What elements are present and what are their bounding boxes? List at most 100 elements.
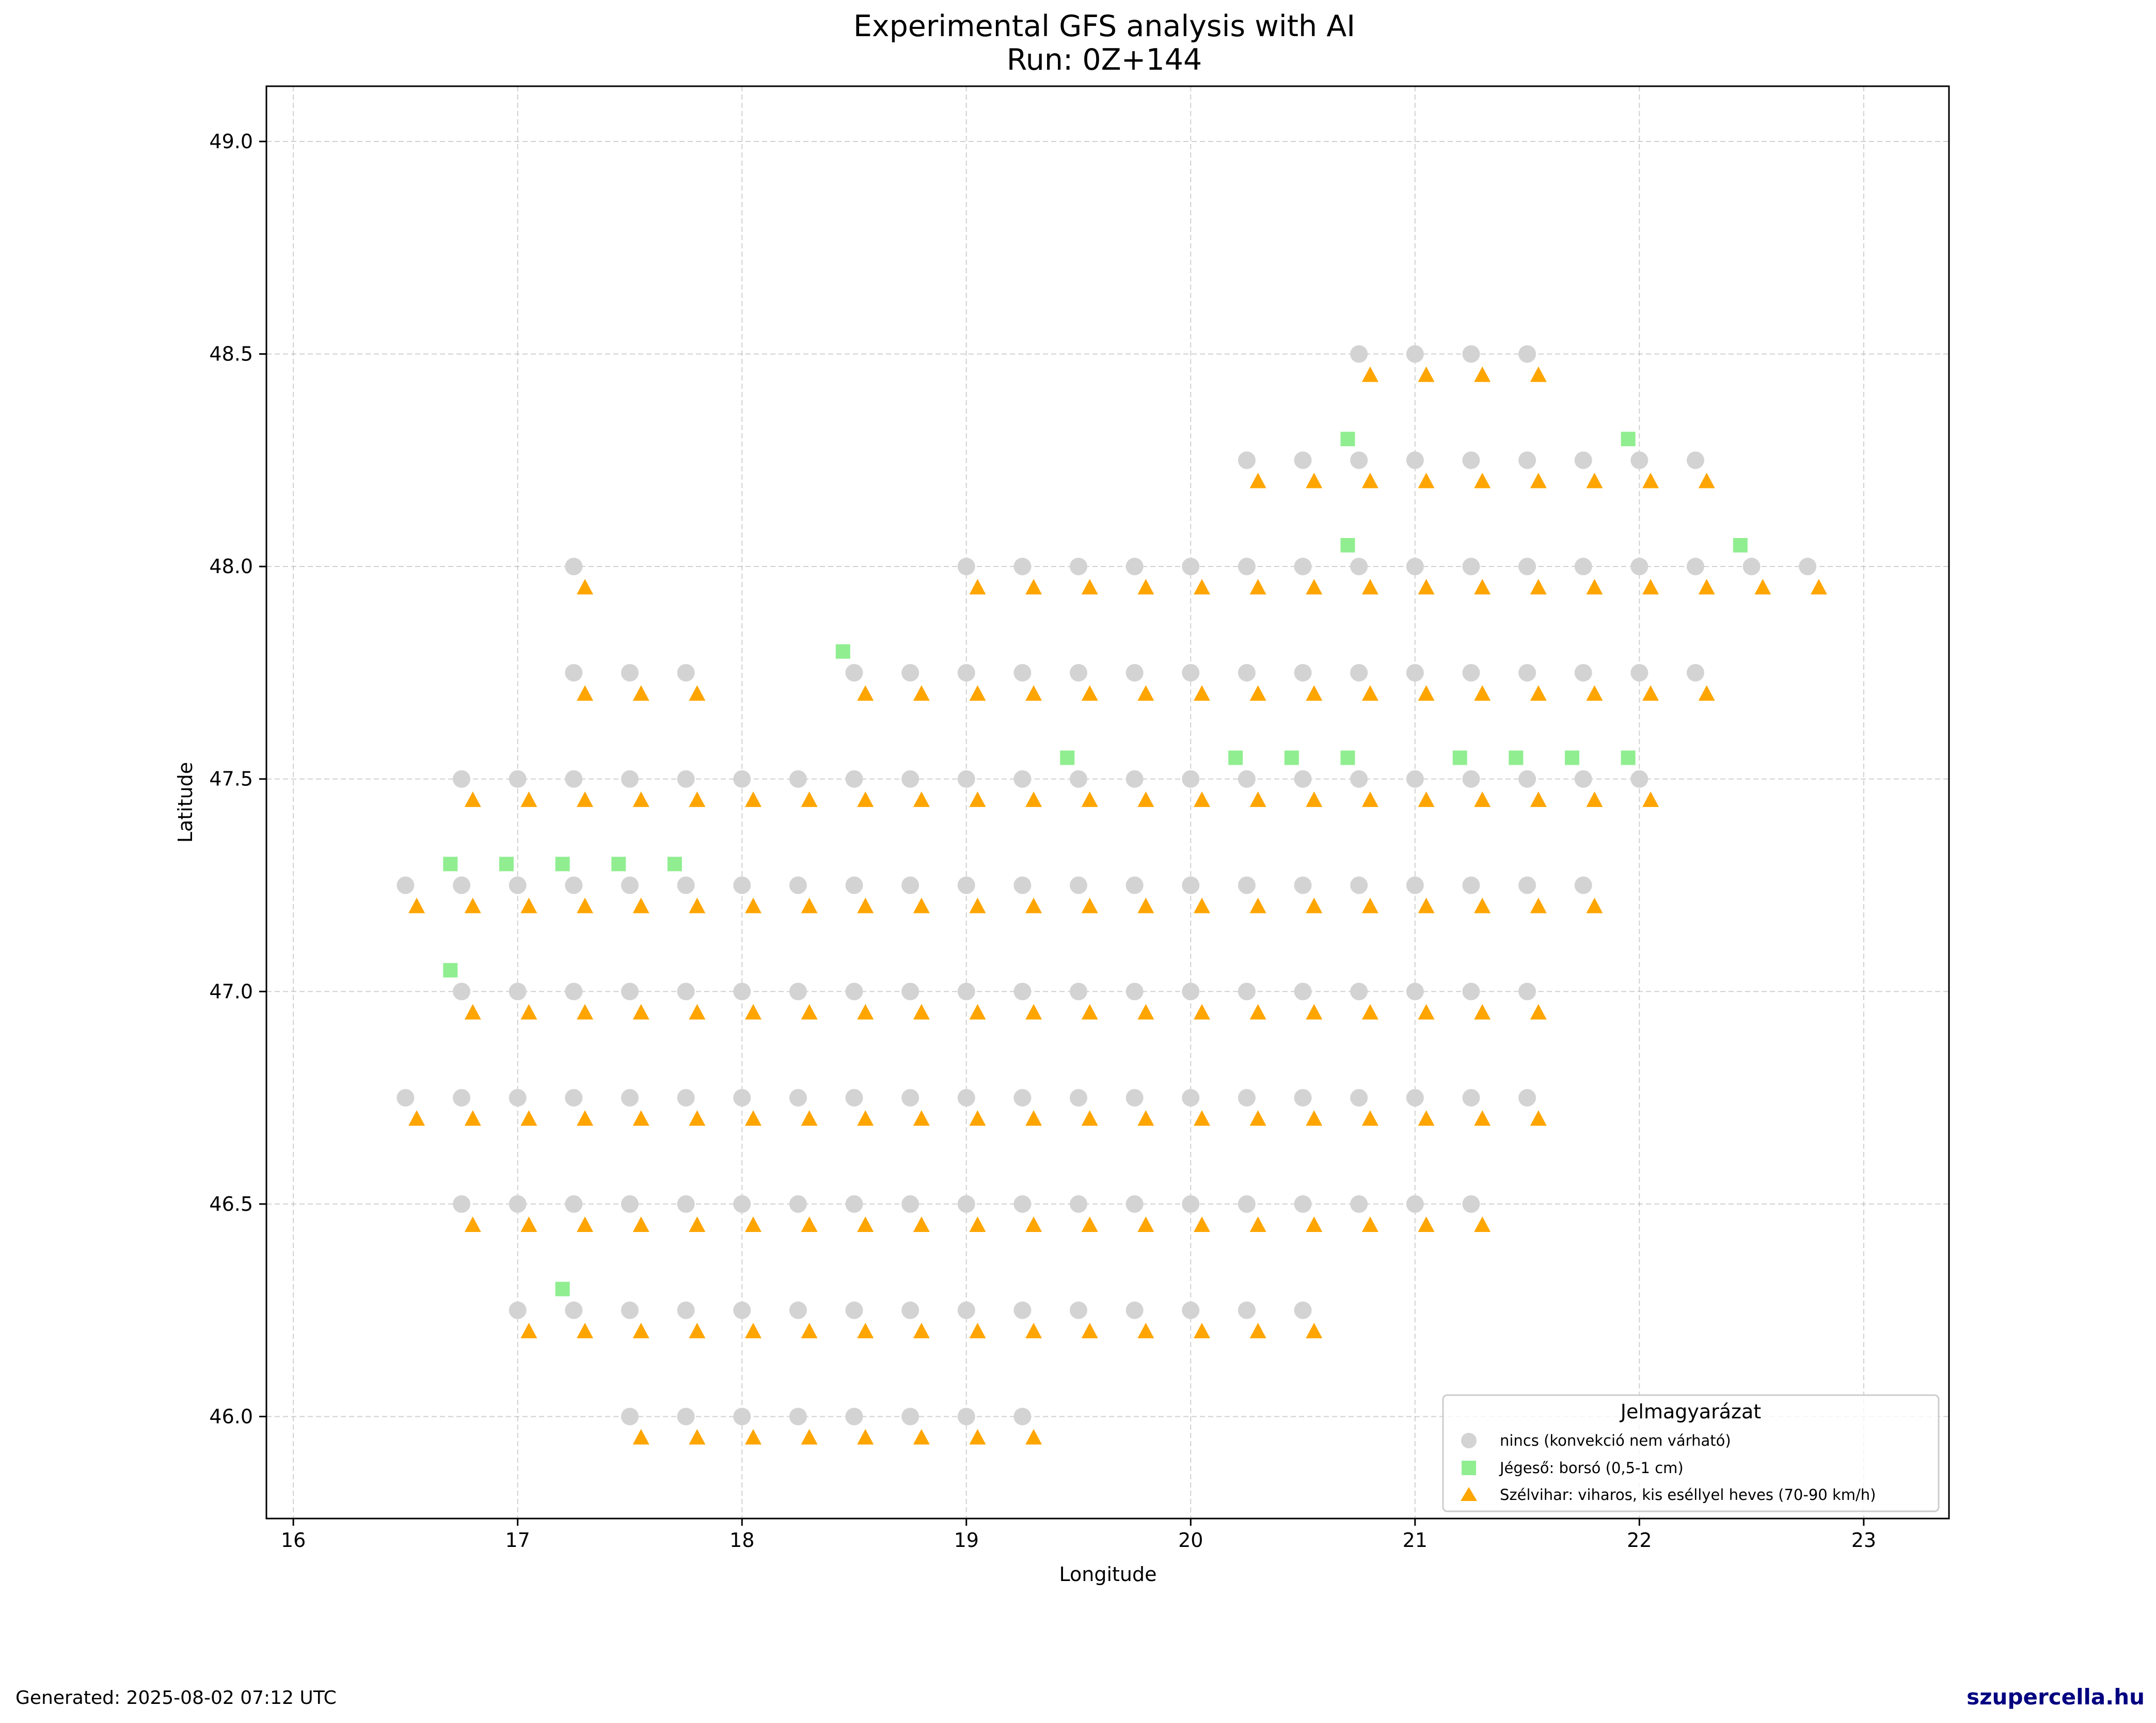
point-none [565,1195,583,1213]
point-wind [1306,1110,1323,1126]
point-wind [1530,1004,1547,1020]
point-none [1350,876,1368,894]
point-none [1406,770,1424,788]
point-none [1013,770,1032,788]
point-none [789,770,807,788]
point-wind [1474,1004,1491,1020]
point-none [901,1408,920,1426]
x-tick-label: 20 [1178,1529,1203,1552]
point-none [1462,876,1480,894]
point-wind [1530,579,1547,595]
point-wind [1306,1322,1323,1338]
point-wind [689,1216,706,1232]
point-none [1462,558,1480,576]
point-none [1350,1089,1368,1107]
point-none [1574,876,1592,894]
point-wind [1025,1322,1042,1338]
point-wind [1081,1110,1098,1126]
brand-link[interactable]: szupercella.hu [1967,1684,2145,1710]
point-wind [464,1004,481,1020]
point-wind [857,685,874,701]
point-none [1742,558,1761,576]
point-wind [1642,579,1659,595]
point-none [1013,1089,1032,1107]
point-none [845,983,863,1001]
point-wind [969,1110,986,1126]
point-wind [1249,1110,1266,1126]
point-wind [1025,1216,1042,1232]
point-none [1350,558,1368,576]
point-none [1294,663,1312,682]
point-none [1070,663,1088,682]
point-none [1182,1301,1200,1319]
point-none [1630,770,1648,788]
y-tick-label: 46.0 [209,1405,253,1428]
point-none [733,983,751,1001]
chart-subtitle: Run: 0Z+144 [1007,43,1202,77]
point-wind [689,1004,706,1020]
legend-marker-circle [1461,1433,1477,1448]
point-wind [632,1004,649,1020]
point-wind [1081,1216,1098,1232]
point-wind [632,791,649,807]
point-none [789,1408,807,1426]
legend-title: Jelmagyarázat [1620,1400,1761,1423]
point-none [565,876,583,894]
point-hail [1284,750,1299,765]
point-none [1238,1301,1256,1319]
point-none [845,1089,863,1107]
point-wind [1586,579,1603,595]
point-wind [1530,685,1547,701]
point-wind [1137,1004,1154,1020]
point-wind [689,685,706,701]
point-none [845,1195,863,1213]
point-none [621,1195,639,1213]
point-none [1013,663,1032,682]
point-wind [577,579,594,595]
point-none [1125,983,1144,1001]
point-wind [744,1216,762,1232]
point-none [1294,983,1312,1001]
point-none [1350,1195,1368,1213]
point-none [1406,451,1424,469]
point-wind [464,791,481,807]
point-wind [801,791,818,807]
point-wind [577,1110,594,1126]
point-none [1462,983,1480,1001]
point-none [565,770,583,788]
point-none [1238,1195,1256,1213]
legend-marker-square [1462,1461,1476,1475]
point-none [453,1089,471,1107]
point-wind [1194,791,1211,807]
point-hail [1228,750,1243,765]
point-wind [1418,366,1435,382]
point-none [509,1195,527,1213]
point-none [677,1195,695,1213]
point-none [957,983,975,1001]
legend-box [1442,1394,1940,1512]
point-wind [1137,897,1154,913]
point-wind [1418,579,1435,595]
point-wind [464,1110,481,1126]
point-wind [1642,791,1659,807]
y-axis-label: Latitude [174,762,197,843]
point-none [1125,770,1144,788]
point-none [565,663,583,682]
point-wind [1530,366,1547,382]
point-none [845,770,863,788]
x-tick-label: 23 [1851,1529,1876,1552]
point-wind [1586,472,1603,488]
point-none [1518,451,1536,469]
point-none [677,663,695,682]
point-none [1238,451,1256,469]
point-wind [1081,1004,1098,1020]
point-wind [577,1216,594,1232]
point-none [1013,1408,1032,1426]
point-wind [744,1110,762,1126]
point-wind [1586,897,1603,913]
point-wind [969,685,986,701]
point-none [509,1301,527,1319]
point-none [1294,1195,1312,1213]
legend-label-hail: Jégeső: borsó (0,5-1 cm) [1499,1459,1684,1477]
plot-frame [265,85,1950,1520]
